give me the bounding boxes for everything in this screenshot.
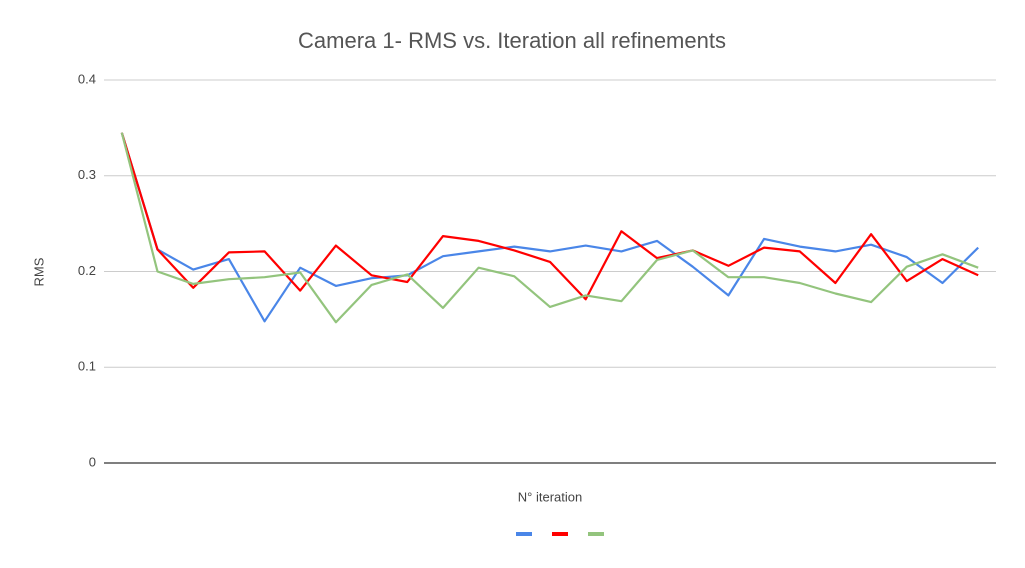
y-tick-label: 0.3	[78, 167, 96, 182]
y-axis-label: RMS	[31, 257, 46, 286]
line-series	[120, 132, 979, 324]
line-series	[120, 132, 979, 323]
line-series	[120, 132, 979, 301]
chart-title: Camera 1- RMS vs. Iteration all refineme…	[298, 28, 726, 53]
y-tick-label: 0.2	[78, 263, 96, 278]
y-tick-label: 0.1	[78, 359, 96, 374]
y-tick-label: 0.4	[78, 71, 96, 86]
y-tick-label: 0	[89, 454, 96, 469]
x-axis-label: N° iteration	[518, 489, 582, 504]
